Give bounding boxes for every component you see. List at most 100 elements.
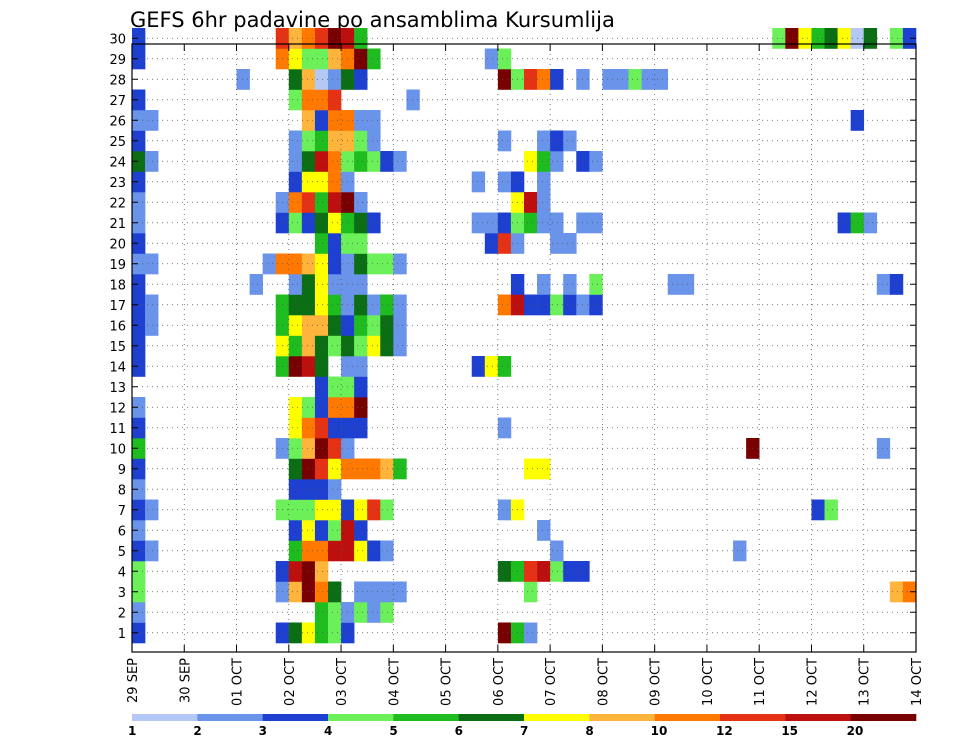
cell-member-30-step-15 [328, 28, 342, 49]
cell-member-3-step-15 [328, 581, 342, 603]
cell-member-30-step-56 [863, 28, 878, 49]
cell-member-25-step-18 [367, 130, 381, 152]
cell-member-24-step-20 [393, 151, 407, 172]
cell-member-21-step-27 [484, 212, 499, 234]
cell-member-9-step-13 [301, 458, 316, 480]
cell-member-14-step-14 [314, 356, 329, 377]
cell-member-18-step-41 [667, 274, 682, 295]
cell-member-4-step-12 [288, 561, 303, 582]
colorbar-swatch-10 [654, 714, 721, 721]
cell-member-23-step-28 [497, 171, 512, 193]
cell-member-15-step-12 [288, 335, 303, 357]
y-tick-label-13: 13 [109, 381, 126, 396]
cell-member-6-step-17 [354, 520, 368, 541]
cell-member-18-step-13 [301, 274, 316, 295]
y-tick-label-15: 15 [109, 340, 126, 355]
cell-member-24-step-0 [132, 151, 146, 172]
cell-member-13-step-15 [328, 376, 342, 398]
cell-member-20-step-28 [497, 233, 512, 254]
cell-member-16-step-17 [354, 315, 368, 336]
cell-member-22-step-30 [524, 192, 538, 213]
cell-member-20-step-17 [354, 233, 368, 254]
cell-member-12-step-17 [354, 397, 368, 418]
colorbar-swatch-15 [785, 714, 851, 721]
cell-member-28-step-17 [354, 69, 368, 90]
y-tick-label-21: 21 [109, 217, 126, 232]
colorbar-label-5: 5 [389, 724, 397, 738]
cell-member-21-step-54 [837, 212, 851, 234]
cell-member-16-step-0 [132, 315, 146, 336]
cell-member-24-step-32 [550, 151, 564, 172]
cell-member-3-step-20 [393, 581, 407, 603]
cell-member-6-step-13 [301, 520, 316, 541]
cell-member-20-step-27 [484, 233, 499, 254]
cell-member-28-step-13 [301, 69, 316, 90]
cell-member-5-step-14 [314, 540, 329, 562]
cell-member-21-step-12 [288, 212, 303, 234]
cell-member-29-step-18 [367, 48, 381, 70]
cell-member-21-step-26 [471, 212, 486, 234]
cell-member-22-step-12 [288, 192, 303, 213]
x-axis: 29 SEP 30 SEP 01 OCT 02 OCT 03 OCT 04 OCT 05 O… [126, 44, 925, 706]
cell-member-7-step-19 [380, 499, 394, 521]
cell-member-6-step-0 [132, 520, 146, 541]
colorbar-label-2: 2 [193, 724, 201, 738]
cell-member-11-step-14 [314, 417, 329, 439]
cell-member-5-step-15 [328, 540, 342, 562]
cell-member-14-step-28 [497, 356, 512, 377]
cell-member-26-step-18 [367, 110, 381, 131]
cell-member-15-step-13 [301, 335, 316, 357]
cell-member-15-step-0 [132, 335, 146, 357]
cell-member-23-step-14 [314, 171, 329, 193]
cell-member-29-step-17 [354, 48, 368, 70]
cell-member-12-step-12 [288, 397, 303, 418]
cell-member-10-step-57 [876, 438, 891, 459]
cell-member-21-step-17 [354, 212, 368, 234]
cell-member-16-step-1 [145, 315, 159, 336]
cell-member-15-step-20 [393, 335, 407, 357]
cell-member-2-step-14 [314, 602, 329, 623]
cell-member-17-step-15 [328, 294, 342, 316]
cell-member-17-step-28 [497, 294, 512, 316]
cell-member-23-step-26 [471, 171, 486, 193]
cell-member-2-step-17 [354, 602, 368, 623]
cell-member-18-step-17 [354, 274, 368, 295]
cell-member-22-step-15 [328, 192, 342, 213]
cell-member-19-step-10 [262, 253, 277, 275]
cell-member-12-step-15 [328, 397, 342, 418]
cell-member-7-step-28 [497, 499, 512, 521]
cell-member-14-step-12 [288, 356, 303, 377]
cell-member-2-step-15 [328, 602, 342, 623]
y-tick-label-5: 5 [118, 545, 126, 560]
cell-member-19-step-15 [328, 253, 342, 275]
cell-member-7-step-14 [314, 499, 329, 521]
colorbar-label-10: 10 [651, 724, 668, 738]
cell-member-5-step-12 [288, 540, 303, 562]
cell-member-12-step-14 [314, 397, 329, 418]
cell-member-25-step-14 [314, 130, 329, 152]
cell-member-22-step-14 [314, 192, 329, 213]
grid-lines [132, 37, 916, 652]
cell-member-21-step-14 [314, 212, 329, 234]
cell-member-18-step-31 [537, 274, 551, 295]
x-tick-label-2: 01 OCT [231, 658, 246, 706]
y-tick-label-11: 11 [109, 422, 126, 437]
cell-member-22-step-31 [537, 192, 551, 213]
cell-member-3-step-12 [288, 581, 303, 603]
y-tick-label-3: 3 [118, 586, 126, 601]
cell-member-11-step-13 [301, 417, 316, 439]
cell-member-26-step-14 [314, 110, 329, 131]
cell-member-7-step-0 [132, 499, 146, 521]
y-tick-label-30: 30 [109, 32, 126, 47]
cell-member-28-step-8 [236, 69, 250, 90]
y-tick-label-23: 23 [109, 176, 126, 191]
cell-member-19-step-17 [354, 253, 368, 275]
x-tick-label-10: 09 OCT [649, 658, 664, 706]
cell-member-28-step-36 [602, 69, 616, 90]
cell-member-12-step-0 [132, 397, 146, 418]
cell-member-9-step-31 [537, 458, 551, 480]
cell-member-15-step-15 [328, 335, 342, 357]
cell-member-9-step-15 [328, 458, 342, 480]
cell-member-23-step-12 [288, 171, 303, 193]
